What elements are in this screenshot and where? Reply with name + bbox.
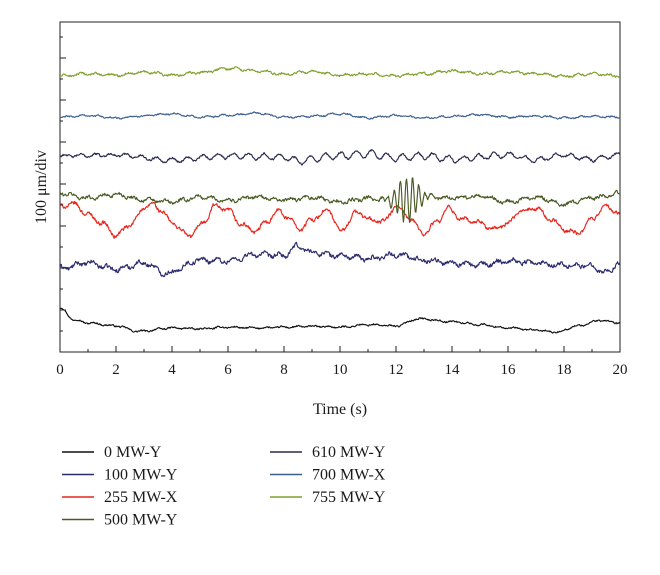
- x-tick-label: 2: [112, 362, 120, 378]
- legend-label: 700 MW-X: [312, 467, 386, 484]
- x-tick-label: 12: [389, 362, 404, 378]
- x-tick-label: 14: [445, 362, 461, 378]
- x-tick-label: 20: [613, 362, 628, 378]
- series-line-500-mw-y: [59, 177, 621, 224]
- legend: 0 MW-Y 100 MW-Y 255 MW-X 500 MW-Y 610 MW-Y 70…: [62, 444, 386, 529]
- series-line-100-mw-y: [59, 241, 621, 278]
- x-axis-title: Time (s): [313, 401, 367, 418]
- x-tick-label: 4: [168, 362, 176, 378]
- series-line-700-mw-x: [59, 111, 621, 120]
- x-tick-label: 18: [557, 362, 572, 378]
- series-line-755-mw-y: [59, 66, 621, 79]
- plot-area: 0 2 4 6 8 10 12 14 16 18 20: [56, 21, 628, 378]
- legend-label: 755 MW-Y: [312, 489, 386, 506]
- y-axis-title: 100 μm/div: [33, 150, 50, 224]
- x-tick-label: 10: [333, 362, 348, 378]
- series-line-0-mw-y: [59, 307, 621, 334]
- legend-label: 610 MW-Y: [312, 444, 386, 461]
- y-ticks: [60, 36, 66, 353]
- series-layer: [59, 66, 621, 334]
- x-tick-label: 8: [280, 362, 288, 378]
- series-line-610-mw-y: [59, 149, 621, 166]
- legend-label: 100 MW-Y: [104, 467, 178, 484]
- x-tick-label: 0: [56, 362, 64, 378]
- legend-label: 255 MW-X: [104, 489, 178, 506]
- x-tick-label: 6: [224, 362, 232, 378]
- series-line-255-mw-x: [59, 200, 621, 239]
- legend-label: 500 MW-Y: [104, 512, 178, 529]
- x-tick-label: 16: [501, 362, 517, 378]
- legend-label: 0 MW-Y: [104, 444, 162, 461]
- x-ticks: 0 2 4 6 8 10 12 14 16 18 20: [56, 346, 628, 378]
